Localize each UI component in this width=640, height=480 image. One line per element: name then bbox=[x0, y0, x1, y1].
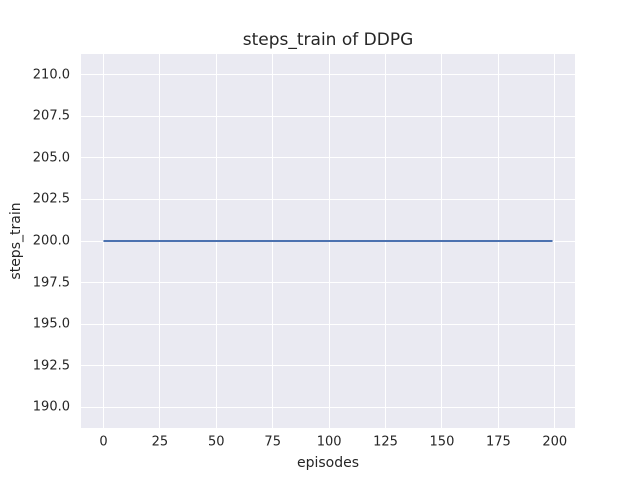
x-tick-label: 50 bbox=[208, 434, 225, 450]
y-tick-label: 190.0 bbox=[32, 399, 70, 415]
y-tick-label: 200.0 bbox=[32, 233, 70, 249]
gridline-horizontal bbox=[81, 74, 575, 76]
gridline-horizontal bbox=[81, 406, 575, 408]
y-axis-title: steps_train bbox=[8, 202, 24, 280]
x-tick-label: 175 bbox=[485, 434, 511, 450]
plot-area bbox=[81, 54, 575, 428]
x-tick-label: 150 bbox=[429, 434, 455, 450]
gridline-horizontal bbox=[81, 115, 575, 117]
y-tick-label: 210.0 bbox=[32, 67, 70, 83]
y-tick-label: 202.5 bbox=[32, 191, 70, 207]
x-axis-title: episodes bbox=[296, 455, 360, 471]
gridline-horizontal bbox=[81, 198, 575, 200]
gridline-horizontal bbox=[81, 323, 575, 325]
gridline-horizontal bbox=[81, 282, 575, 284]
y-tick-label: 207.5 bbox=[32, 108, 70, 124]
chart-title: steps_train of DDPG bbox=[242, 30, 414, 50]
x-tick-label: 100 bbox=[316, 434, 342, 450]
y-tick-label: 192.5 bbox=[32, 358, 70, 374]
y-tick-label: 197.5 bbox=[32, 275, 70, 291]
gridline-horizontal bbox=[81, 365, 575, 367]
x-tick-label: 25 bbox=[151, 434, 169, 450]
x-tick-label: 0 bbox=[99, 434, 108, 450]
gridline-horizontal bbox=[81, 157, 575, 159]
y-tick-label: 205.0 bbox=[32, 150, 70, 166]
x-tick-label: 75 bbox=[264, 434, 281, 450]
y-tick-label: 195.0 bbox=[32, 316, 70, 332]
data-line-layer bbox=[103, 240, 553, 242]
x-tick-label: 200 bbox=[542, 434, 568, 450]
x-tick-label: 125 bbox=[373, 434, 398, 450]
